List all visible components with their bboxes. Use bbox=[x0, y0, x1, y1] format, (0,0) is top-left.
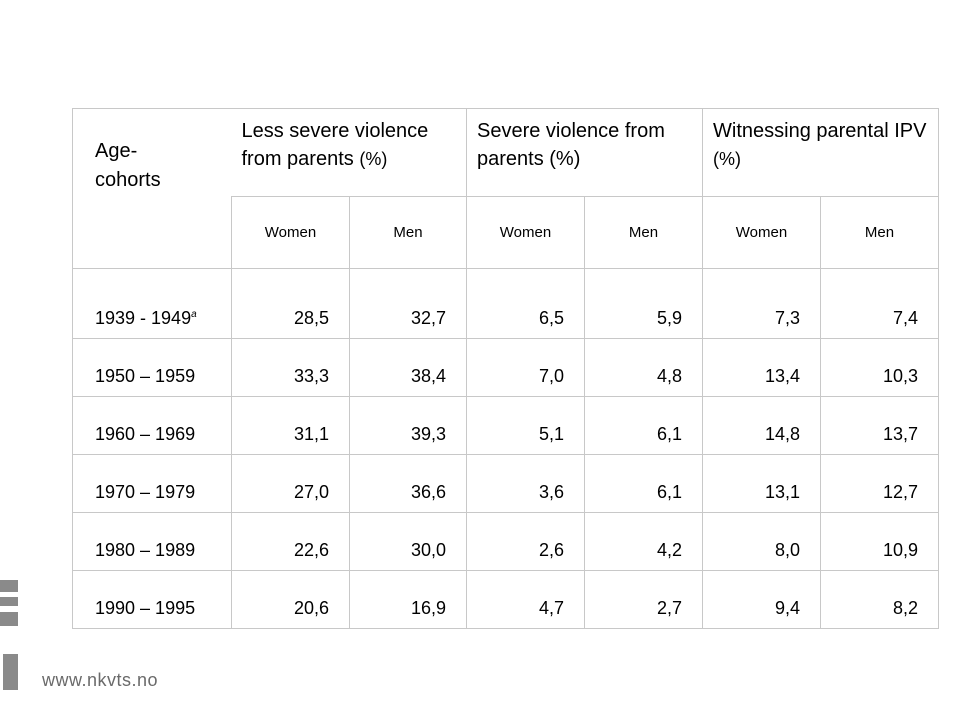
age-cohorts-header: Age- cohorts bbox=[72, 108, 232, 269]
sub-header-men: Men bbox=[820, 196, 940, 269]
value-cell: 4,2 bbox=[583, 512, 704, 571]
value-cell: 39,3 bbox=[349, 396, 467, 455]
sub-header-women: Women bbox=[466, 196, 585, 269]
value-cell: 5,9 bbox=[583, 268, 704, 339]
table-row: 1970 – 1979 27,0 36,6 3,6 6,1 13,1 12,7 bbox=[72, 454, 940, 513]
value-cell: 2,7 bbox=[583, 570, 704, 629]
value-cell: 27,0 bbox=[231, 454, 350, 513]
cohort-label: 1950 – 1959 bbox=[72, 338, 232, 397]
table-row: 1960 – 1969 31,1 39,3 5,1 6,1 14,8 13,7 bbox=[72, 396, 940, 455]
group-header-pct: (%) bbox=[713, 149, 742, 169]
logo-bar bbox=[3, 654, 18, 690]
group-header-row: Age- cohorts Less severe violence from p… bbox=[72, 108, 940, 269]
value-cell: 8,0 bbox=[702, 512, 822, 571]
value-cell: 7,3 bbox=[702, 268, 822, 339]
table-row: 1980 – 1989 22,6 30,0 2,6 4,2 8,0 10,9 bbox=[72, 512, 940, 571]
value-cell: 7,4 bbox=[820, 268, 940, 339]
value-cell: 2,6 bbox=[466, 512, 585, 571]
group-header-label: Severe violence from parents (%) bbox=[477, 120, 665, 170]
value-cell: 8,2 bbox=[820, 570, 940, 629]
value-cell: 10,3 bbox=[820, 338, 940, 397]
table-row: 1990 – 1995 20,6 16,9 4,7 2,7 9,4 8,2 bbox=[72, 570, 940, 629]
footer-url[interactable]: www.nkvts.no bbox=[42, 670, 159, 690]
sub-header-men: Men bbox=[583, 196, 704, 269]
group-header-label: Witnessing parental IPV bbox=[713, 120, 927, 142]
value-cell: 38,4 bbox=[349, 338, 467, 397]
group-header-less-severe: Less severe violence from parents (%) bbox=[231, 108, 467, 197]
value-cell: 28,5 bbox=[231, 268, 350, 339]
logo-bar bbox=[0, 597, 18, 606]
value-cell: 10,9 bbox=[820, 512, 940, 571]
value-cell: 14,8 bbox=[702, 396, 822, 455]
logo-bar bbox=[0, 612, 18, 626]
sub-header-men: Men bbox=[349, 196, 467, 269]
value-cell: 12,7 bbox=[820, 454, 940, 513]
value-cell: 4,8 bbox=[583, 338, 704, 397]
sub-header-women: Women bbox=[702, 196, 822, 269]
value-cell: 36,6 bbox=[349, 454, 467, 513]
group-header-pct: (%) bbox=[359, 149, 388, 169]
value-cell: 32,7 bbox=[349, 268, 467, 339]
value-cell: 13,4 bbox=[702, 338, 822, 397]
value-cell: 7,0 bbox=[466, 338, 585, 397]
sub-header-women: Women bbox=[231, 196, 350, 269]
value-cell: 13,7 bbox=[820, 396, 940, 455]
table-row: 1950 – 1959 33,3 38,4 7,0 4,8 13,4 10,3 bbox=[72, 338, 940, 397]
cohort-label: 1960 – 1969 bbox=[72, 396, 232, 455]
table-row: 1939 - 1949a 28,5 32,7 6,5 5,9 7,3 7,4 bbox=[72, 268, 940, 339]
value-cell: 6,5 bbox=[466, 268, 585, 339]
value-cell: 5,1 bbox=[466, 396, 585, 455]
value-cell: 13,1 bbox=[702, 454, 822, 513]
value-cell: 6,1 bbox=[583, 396, 704, 455]
cohort-text: 1939 - 1949 bbox=[95, 308, 192, 328]
value-cell: 33,3 bbox=[231, 338, 350, 397]
footnote-marker: a bbox=[191, 309, 197, 320]
value-cell: 3,6 bbox=[466, 454, 585, 513]
value-cell: 16,9 bbox=[349, 570, 467, 629]
value-cell: 4,7 bbox=[466, 570, 585, 629]
cohort-label: 1980 – 1989 bbox=[72, 512, 232, 571]
logo-bar bbox=[0, 580, 18, 592]
group-header-witnessing: Witnessing parental IPV (%) bbox=[702, 108, 940, 197]
cohort-label: 1970 – 1979 bbox=[72, 454, 232, 513]
cohort-label: 1939 - 1949a bbox=[72, 268, 232, 339]
cohort-label: 1990 – 1995 bbox=[72, 570, 232, 629]
violence-cohort-table: Age- cohorts Less severe violence from p… bbox=[72, 108, 940, 629]
sub-header-row: Women Men Women Men Women Men bbox=[73, 196, 940, 269]
value-cell: 31,1 bbox=[231, 396, 350, 455]
value-cell: 22,6 bbox=[231, 512, 350, 571]
value-cell: 9,4 bbox=[702, 570, 822, 629]
group-header-label: Less severe violence from parents bbox=[241, 120, 429, 170]
value-cell: 20,6 bbox=[231, 570, 350, 629]
value-cell: 30,0 bbox=[349, 512, 467, 571]
group-header-severe: Severe violence from parents (%) bbox=[465, 108, 704, 197]
value-cell: 6,1 bbox=[583, 454, 704, 513]
